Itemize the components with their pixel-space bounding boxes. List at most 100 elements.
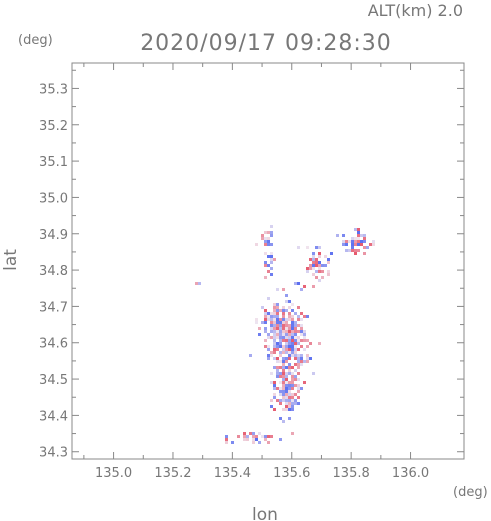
echo-pixel: [273, 396, 276, 399]
echo-pixel: [261, 321, 264, 324]
echo-pixel: [291, 408, 294, 411]
echo-pixel: [354, 243, 357, 246]
echo-pixel: [318, 270, 321, 273]
echo-pixel: [363, 246, 366, 249]
echo-pixel: [363, 240, 366, 243]
echo-pixel: [255, 438, 258, 441]
echo-pixel: [345, 249, 348, 252]
echo-pixel: [294, 324, 297, 327]
echo-pixel: [300, 360, 303, 363]
echo-pixel: [306, 354, 309, 357]
echo-pixel: [363, 237, 366, 240]
echo-pixel: [288, 390, 291, 393]
echo-pixel: [267, 255, 270, 258]
echo-pixel: [231, 441, 234, 444]
echo-pixel: [303, 333, 306, 336]
radar-echo-layer: [195, 225, 375, 444]
echo-pixel: [264, 243, 267, 246]
echo-pixel: [327, 258, 330, 261]
echo-pixel: [291, 345, 294, 348]
echo-pixel: [270, 312, 273, 315]
echo-pixel: [297, 372, 300, 375]
echo-pixel: [297, 384, 300, 387]
echo-pixel: [282, 408, 285, 411]
echo-pixel: [297, 387, 300, 390]
echo-pixel: [270, 255, 273, 258]
echo-pixel: [285, 294, 288, 297]
echo-pixel: [282, 348, 285, 351]
echo-pixel: [354, 237, 357, 240]
echo-pixel: [297, 357, 300, 360]
echo-pixel: [297, 336, 300, 339]
echo-pixel: [291, 318, 294, 321]
echo-pixel: [297, 282, 300, 285]
echo-pixel: [306, 246, 309, 249]
echo-pixel: [303, 381, 306, 384]
echo-pixel: [318, 264, 321, 267]
echo-pixel: [285, 366, 288, 369]
echo-pixel: [273, 309, 276, 312]
echo-pixel: [297, 324, 300, 327]
echo-pixel: [297, 390, 300, 393]
echo-pixel: [264, 339, 267, 342]
echo-pixel: [279, 318, 282, 321]
echo-pixel: [195, 282, 198, 285]
echo-pixel: [351, 243, 354, 246]
echo-pixel: [288, 369, 291, 372]
echo-pixel: [303, 336, 306, 339]
echo-pixel: [348, 240, 351, 243]
echo-pixel: [297, 318, 300, 321]
echo-pixel: [255, 435, 258, 438]
echo-pixel: [288, 366, 291, 369]
echo-pixel: [294, 345, 297, 348]
echo-pixel: [303, 285, 306, 288]
echo-pixel: [297, 396, 300, 399]
echo-pixel: [270, 231, 273, 234]
echo-pixel: [303, 339, 306, 342]
echo-pixel: [342, 240, 345, 243]
echo-pixel: [273, 324, 276, 327]
echo-pixel: [297, 246, 300, 249]
echo-pixel: [357, 228, 360, 231]
echo-pixel: [357, 234, 360, 237]
echo-pixel: [273, 381, 276, 384]
echo-pixel: [294, 399, 297, 402]
echo-pixel: [282, 381, 285, 384]
echo-pixel: [291, 393, 294, 396]
echo-pixel: [282, 375, 285, 378]
echo-pixel: [270, 225, 273, 228]
y-tick-label: 35.1: [39, 155, 68, 170]
echo-pixel: [279, 351, 282, 354]
echo-pixel: [285, 360, 288, 363]
echo-pixel: [279, 417, 282, 420]
echo-pixel: [264, 252, 267, 255]
echo-pixel: [282, 396, 285, 399]
echo-pixel: [270, 261, 273, 264]
x-tick-label: 135.0: [95, 466, 132, 481]
echo-pixel: [252, 441, 255, 444]
echo-pixel: [282, 288, 285, 291]
echo-pixel: [225, 435, 228, 438]
echo-pixel: [279, 345, 282, 348]
echo-pixel: [372, 240, 375, 243]
echo-pixel: [276, 357, 279, 360]
echo-pixel: [258, 327, 261, 330]
echo-pixel: [285, 300, 288, 303]
echo-pixel: [285, 330, 288, 333]
echo-pixel: [288, 345, 291, 348]
echo-pixel: [321, 264, 324, 267]
echo-pixel: [285, 333, 288, 336]
echo-pixel: [369, 243, 372, 246]
echo-pixel: [282, 387, 285, 390]
echo-pixel: [297, 363, 300, 366]
echo-pixel: [294, 321, 297, 324]
echo-pixel: [264, 312, 267, 315]
echo-pixel: [258, 441, 261, 444]
echo-pixel: [264, 264, 267, 267]
echo-pixel: [279, 327, 282, 330]
echo-pixel: [330, 252, 333, 255]
echo-pixel: [276, 312, 279, 315]
echo-pixel: [282, 420, 285, 423]
echo-pixel: [291, 336, 294, 339]
echo-pixel: [252, 432, 255, 435]
